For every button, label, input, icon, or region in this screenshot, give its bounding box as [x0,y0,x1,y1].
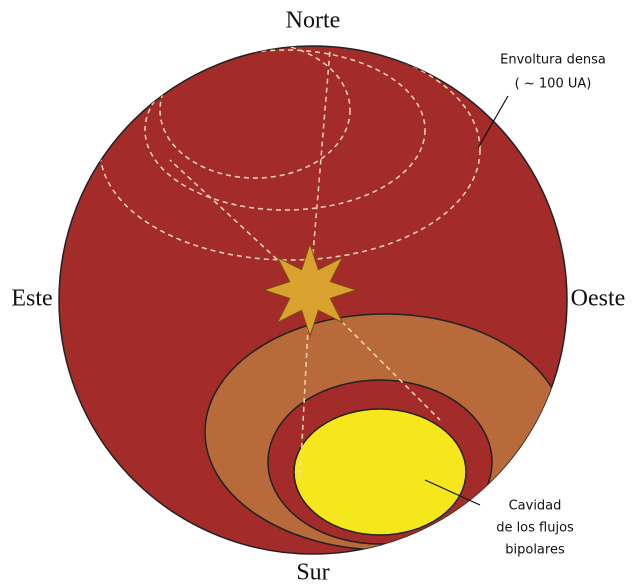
cone-edge [309,49,331,291]
lobe [144,49,426,211]
annotation-line: ( ~ 100 UA) [515,77,592,92]
south-label: Sur [296,560,329,586]
annotation-line: bipolares [505,543,565,558]
lobe [159,46,351,179]
outflow-region [204,313,566,551]
north-label: Norte [286,8,341,34]
cavity [293,408,467,536]
east-label: Este [11,286,52,312]
leader-line [477,95,509,149]
annotation-line: Cavidad [509,499,562,514]
annotation-line: Envoltura densa [500,53,606,68]
annotation-line: de los flujos [496,521,574,536]
west-label: Oeste [571,286,626,312]
star [262,242,358,338]
leader-line [424,479,481,506]
